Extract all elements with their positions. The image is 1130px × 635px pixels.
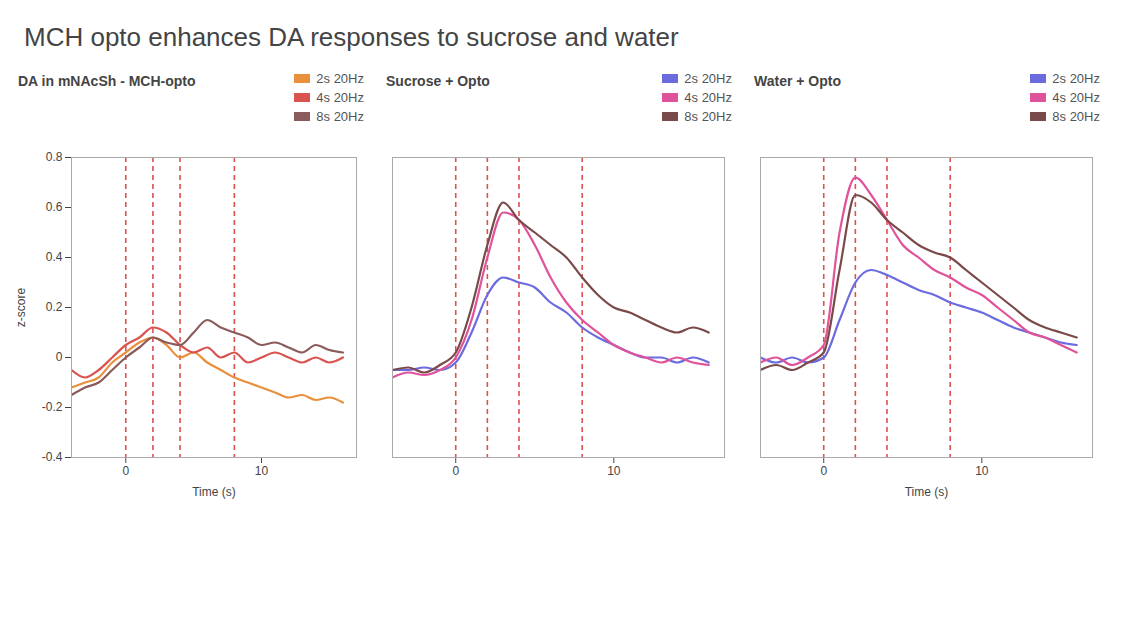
svg-text:0.4: 0.4 [46,250,63,264]
svg-text:0.8: 0.8 [46,150,63,164]
svg-text:10: 10 [607,464,621,478]
html-text:8s 20Hz: 8s 20Hz [684,109,732,124]
html-text:DA in mNAcSh - MCH-opto: DA in mNAcSh - MCH-opto [18,73,196,89]
svg-text:10: 10 [975,464,989,478]
svg-text:0: 0 [56,350,63,364]
html-text:2s 20Hz: 2s 20Hz [316,71,364,86]
html-text:Water + Opto: Water + Opto [754,73,841,89]
svg-text:Time (s): Time (s) [905,485,949,499]
svg-text:0: 0 [122,464,129,478]
html-text:Sucrose + Opto: Sucrose + Opto [386,73,490,89]
html-text:2s 20Hz: 2s 20Hz [684,71,732,86]
svg-text:10: 10 [255,464,269,478]
html-text:8s 20Hz: 8s 20Hz [1052,109,1100,124]
html-text:4s 20Hz: 4s 20Hz [316,90,364,105]
html-text:8s 20Hz: 8s 20Hz [316,109,364,124]
svg-text:0: 0 [452,464,459,478]
svg-text:Time (s): Time (s) [192,485,236,499]
html-text:MCH opto enhances DA responses: MCH opto enhances DA responses to sucros… [24,22,679,52]
svg-text:z-score: z-score [14,288,28,328]
html-text:4s 20Hz: 4s 20Hz [1052,90,1100,105]
html-text:2s 20Hz: 2s 20Hz [1052,71,1100,86]
html-text:4s 20Hz: 4s 20Hz [684,90,732,105]
svg-text:0.2: 0.2 [46,300,63,314]
svg-text:-0.2: -0.2 [42,400,63,414]
svg-text:-0.4: -0.4 [42,450,63,464]
svg-text:0.6: 0.6 [46,200,63,214]
svg-text:0: 0 [820,464,827,478]
